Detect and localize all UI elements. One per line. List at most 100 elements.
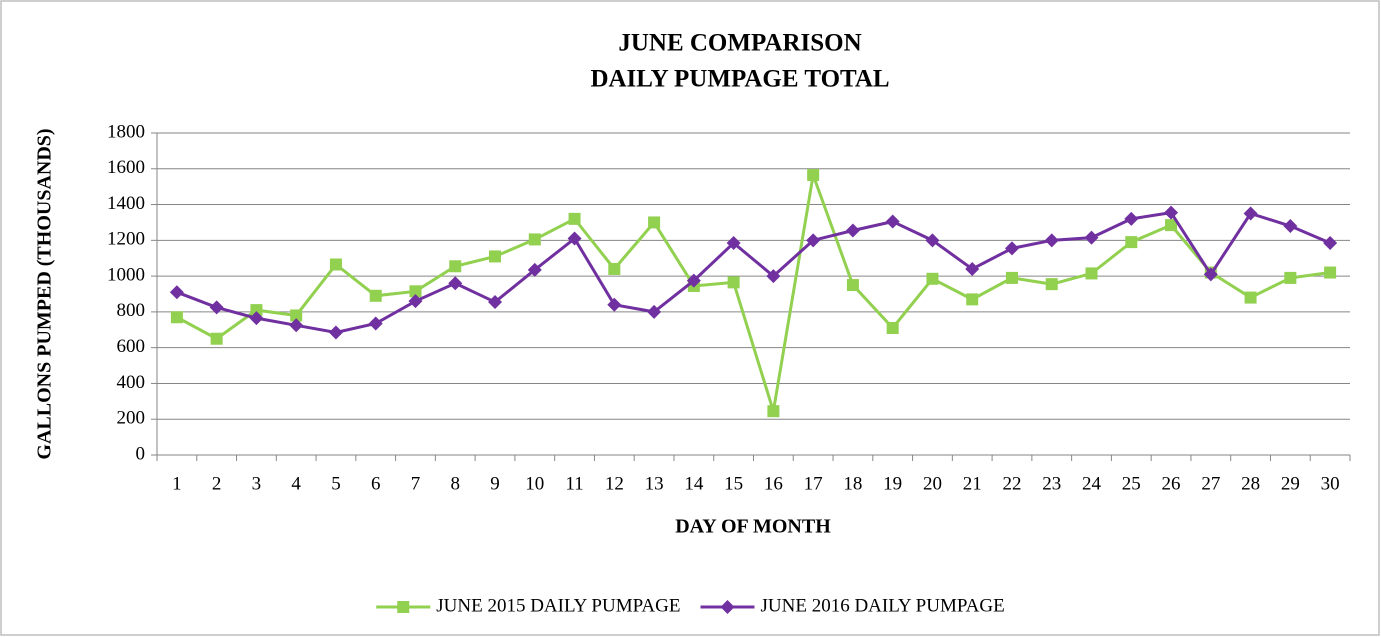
marker (1283, 219, 1298, 234)
x-tick-label: 10 (525, 473, 544, 494)
marker (369, 289, 382, 302)
x-tick-label: 14 (684, 473, 704, 494)
marker (807, 169, 820, 182)
marker (1004, 241, 1019, 256)
marker (766, 269, 781, 284)
y-tick-label: 1000 (107, 264, 145, 285)
marker (1324, 266, 1337, 279)
x-tick-label: 30 (1321, 473, 1340, 494)
marker (289, 318, 304, 333)
x-tick-label: 19 (883, 473, 902, 494)
x-tick-label: 25 (1122, 473, 1141, 494)
marker (886, 321, 899, 334)
x-tick-label: 21 (963, 473, 982, 494)
x-tick-label: 29 (1281, 473, 1300, 494)
marker (290, 309, 303, 322)
y-tick-label: 600 (117, 336, 146, 357)
marker (720, 600, 735, 614)
marker (726, 236, 741, 251)
marker (885, 214, 900, 229)
x-tick-label: 8 (451, 473, 461, 494)
marker (1165, 219, 1178, 232)
chart-title: JUNE COMPARISON (618, 30, 861, 57)
y-tick-label: 1200 (107, 229, 145, 250)
y-axis-title: GALLONS PUMPED (THOUSANDS) (34, 128, 56, 459)
marker (727, 276, 740, 289)
marker (966, 293, 979, 306)
x-tick-label: 18 (843, 473, 862, 494)
marker (1203, 267, 1218, 282)
legend-label: JUNE 2015 DAILY PUMPAGE (436, 595, 680, 616)
marker (647, 304, 662, 319)
marker (397, 601, 410, 613)
x-axis-title: DAY OF MONTH (675, 516, 831, 538)
y-tick-label: 1600 (107, 157, 145, 178)
x-tick-label: 11 (565, 473, 583, 494)
x-tick-label: 20 (923, 473, 942, 494)
marker (1243, 206, 1258, 221)
series-line (176, 169, 1331, 412)
x-tick-label: 3 (252, 473, 262, 494)
marker (607, 297, 622, 312)
marker (170, 311, 183, 324)
x-tick-label: 1 (172, 473, 182, 494)
marker (489, 250, 502, 263)
marker (1284, 271, 1297, 284)
marker (528, 233, 541, 246)
legend-item: JUNE 2015 DAILY PUMPAGE (376, 595, 681, 616)
marker (488, 295, 503, 310)
marker (210, 332, 223, 345)
x-tick-label: 7 (411, 473, 421, 494)
marker (1084, 230, 1099, 245)
y-tick-label: 1400 (107, 193, 145, 214)
x-tick-label: 26 (1162, 473, 1181, 494)
y-tick-label: 1800 (107, 121, 145, 142)
x-tick-label: 23 (1042, 473, 1061, 494)
legend-item: JUNE 2016 DAILY PUMPAGE (700, 595, 1005, 616)
marker (925, 233, 940, 248)
y-tick-label: 200 (117, 408, 146, 429)
marker (1085, 267, 1098, 280)
marker (1005, 271, 1018, 284)
x-tick-label: 5 (331, 473, 341, 494)
x-tick-label: 15 (724, 473, 743, 494)
x-tick-label: 2 (212, 473, 222, 494)
chart-title: DAILY PUMPAGE TOTAL (590, 66, 889, 93)
x-tick-label: 17 (804, 473, 823, 494)
x-tick-label: 9 (490, 473, 500, 494)
x-tick-label: 4 (291, 473, 301, 494)
marker (1125, 236, 1138, 249)
marker (408, 294, 423, 309)
x-tick-label: 27 (1201, 473, 1220, 494)
y-tick-label: 400 (117, 372, 146, 393)
x-tick-label: 12 (605, 473, 624, 494)
marker (448, 276, 463, 291)
marker (249, 311, 264, 326)
x-tick-label: 28 (1241, 473, 1260, 494)
x-tick-label: 24 (1082, 473, 1102, 494)
marker (409, 285, 422, 298)
marker (608, 262, 621, 275)
marker (449, 260, 462, 273)
marker (209, 300, 224, 315)
marker (845, 223, 860, 238)
marker (806, 233, 821, 248)
x-tick-label: 16 (764, 473, 783, 494)
marker (686, 273, 701, 288)
marker (568, 212, 581, 225)
x-tick-label: 22 (1002, 473, 1021, 494)
legend-label: JUNE 2016 DAILY PUMPAGE (761, 595, 1005, 616)
marker (328, 325, 343, 340)
marker (567, 231, 582, 246)
marker (1045, 278, 1058, 291)
marker (1323, 236, 1338, 251)
marker (250, 304, 263, 317)
marker (648, 216, 661, 229)
x-tick-label: 13 (645, 473, 664, 494)
marker (846, 279, 859, 292)
marker (368, 316, 383, 331)
y-tick-label: 800 (117, 300, 146, 321)
series-line (176, 210, 1331, 334)
